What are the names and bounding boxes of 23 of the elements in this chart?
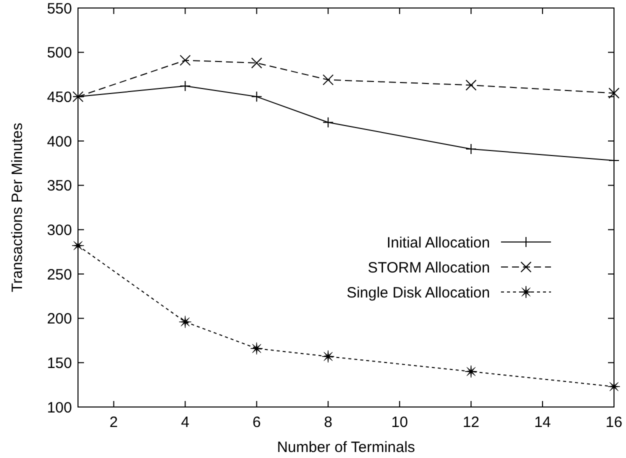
x-tick-label: 2	[110, 414, 118, 431]
x-tick-label: 4	[181, 414, 190, 431]
y-axis-title: Transactions Per Minutes	[9, 122, 26, 292]
x-tick-label: 10	[391, 414, 408, 431]
x-tick-label: 16	[606, 414, 622, 431]
y-tick-label: 550	[46, 0, 72, 18]
y-tick-label: 400	[46, 133, 72, 150]
y-tick-label: 100	[46, 399, 72, 416]
y-tick-label: 250	[46, 266, 72, 284]
y-tick-label: 500	[46, 44, 72, 62]
legend-label: Single Disk Allocation	[346, 284, 490, 302]
y-tick-label: 450	[46, 88, 72, 106]
x-tick-label: 12	[462, 414, 480, 431]
legend-label: STORM Allocation	[368, 259, 490, 276]
y-tick-label: 150	[46, 354, 72, 372]
y-tick-label: 200	[46, 310, 72, 328]
y-tick-label: 300	[46, 222, 72, 239]
x-tick-label: 14	[534, 414, 551, 431]
legend-label: Initial Allocation	[386, 234, 490, 252]
x-axis-title: Number of Terminals	[276, 439, 416, 456]
y-tick-label: 350	[46, 178, 72, 195]
x-tick-label: 8	[324, 414, 332, 431]
x-tick-label: 6	[252, 414, 261, 431]
